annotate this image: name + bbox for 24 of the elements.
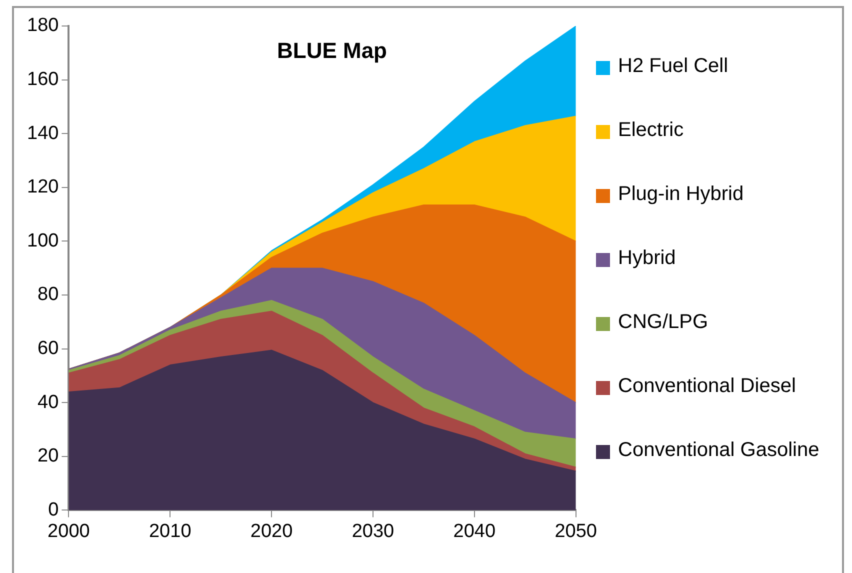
x-tick-label: 2050 [554, 520, 598, 542]
y-tick-label: 180 [27, 15, 59, 36]
y-tick-label: 160 [27, 69, 59, 90]
y-tick-label: 20 [38, 446, 59, 467]
y-tick-label: 0 [48, 499, 59, 520]
x-tick-label: 2040 [453, 520, 496, 542]
y-tick-label: 80 [38, 284, 59, 306]
legend-label: Plug-in Hybrid [618, 183, 744, 206]
legend-label: Conventional Gasoline [618, 439, 820, 462]
legend-label: Electric [618, 119, 684, 142]
x-tick-label: 2030 [352, 520, 394, 542]
y-tick-label: 40 [38, 392, 59, 413]
x-tick-label: 2000 [48, 520, 90, 542]
legend-label: Conventional Diesel [618, 375, 796, 398]
x-tick-label: 2020 [250, 520, 293, 542]
legend-label: Hybrid [618, 247, 676, 270]
y-tick-label: 140 [27, 122, 59, 144]
y-tick-label: 60 [38, 338, 59, 360]
text: BLUE Map [277, 38, 387, 64]
x-tick-label: 2010 [148, 520, 192, 542]
legend-label: H2 Fuel Cell [618, 55, 728, 78]
y-tick-label: 120 [27, 176, 59, 198]
y-tick-label: 100 [27, 230, 59, 252]
legend-label: CNG/LPG [618, 311, 708, 334]
